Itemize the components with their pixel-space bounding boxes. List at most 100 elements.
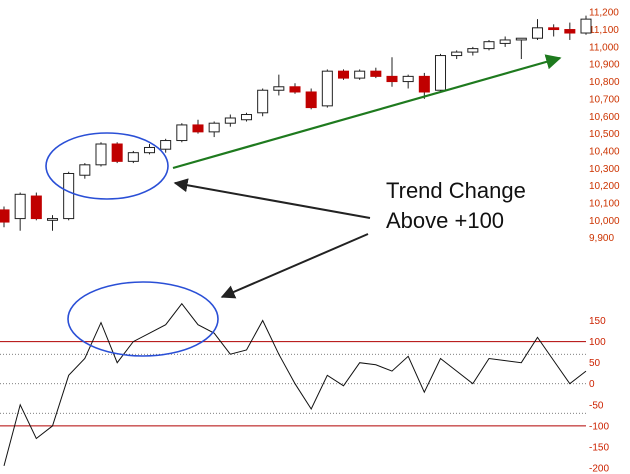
candle-body-up (143, 146, 156, 154)
candle (79, 163, 91, 179)
candle-body-down (418, 75, 430, 93)
candle-body-up (467, 48, 479, 53)
price-tick-label: 10,600 (589, 112, 620, 123)
candle (257, 88, 269, 117)
trend-arrow (172, 54, 562, 170)
candle (273, 74, 285, 96)
candle-body-up (531, 27, 544, 39)
candle (434, 53, 447, 92)
candle (305, 88, 317, 110)
candle-body-up (257, 89, 269, 114)
price-tick-label: 10,100 (589, 198, 620, 209)
candle-body-up (224, 117, 236, 124)
candle (580, 15, 592, 35)
candle-body-down (386, 75, 398, 83)
candle (176, 123, 188, 143)
callout-arrow-cci (220, 233, 369, 299)
candle-body-down (30, 195, 42, 220)
candle-body-down (305, 91, 317, 109)
annotation-line-1: Trend Change (386, 178, 526, 203)
candle (208, 121, 220, 138)
oscillator-tick-label: -200 (589, 464, 609, 474)
candle-body-up (79, 164, 91, 176)
candle (515, 37, 527, 60)
price-tick-label: 10,300 (589, 164, 620, 175)
candle (127, 150, 139, 164)
candle (30, 192, 42, 221)
candle (370, 67, 382, 79)
candle-body-up (321, 70, 333, 107)
candle (467, 46, 479, 56)
candle-body-up (63, 172, 75, 220)
candle-body-down (111, 143, 123, 162)
oscillator-axis: 150 100 50 0 -50 -100 -150 -200 (589, 316, 609, 474)
price-tick-label: 10,400 (589, 146, 620, 157)
oscillator-tick-label: -100 (589, 421, 609, 432)
candle-body-up (127, 152, 139, 162)
candle (14, 192, 26, 231)
candle (564, 22, 576, 40)
candle-body-up (176, 124, 188, 142)
oscillator-reference-lines (0, 341, 586, 427)
candle-body-up (273, 86, 285, 91)
candle-body-down (289, 86, 301, 93)
candle (289, 83, 301, 94)
candle (143, 144, 156, 155)
candle (451, 50, 463, 60)
candle (160, 138, 172, 153)
candle-body-up (499, 39, 511, 44)
candle-body-up (208, 122, 220, 133)
candle-body-down (564, 29, 576, 34)
price-tick-label: 9,900 (589, 233, 614, 244)
candle-body-up (451, 51, 463, 57)
annotation-line-2: Above +100 (386, 208, 505, 233)
candle (321, 69, 333, 108)
candle-body-up (46, 218, 59, 221)
price-axis: 11,200 11,100 11,000 10,900 10,800 10,700 10,6… (589, 8, 620, 244)
candlestick-series (0, 15, 592, 231)
candle-body-up (95, 143, 107, 166)
candle-body-up (240, 114, 253, 121)
candle (354, 69, 366, 80)
candle-body-down (548, 27, 560, 31)
candle-body-down (337, 70, 350, 79)
price-tick-label: 10,800 (589, 77, 620, 88)
annotation-text: Trend Change Above +100 (386, 176, 526, 236)
candle-body-up (354, 70, 366, 79)
candle-body-up (483, 41, 495, 50)
candle-body-down (370, 70, 382, 77)
cci-highlight-ellipse (67, 281, 219, 357)
candle (402, 74, 414, 89)
oscillator-tick-label: -150 (589, 442, 609, 453)
candle-body-down (0, 209, 10, 223)
price-tick-label: 10,700 (589, 94, 620, 105)
candle (192, 119, 204, 134)
candle (240, 112, 253, 122)
candle-body-up (160, 140, 172, 150)
cci-series (3, 302, 587, 467)
price-tick-label: 10,200 (589, 181, 620, 192)
price-tick-label: 10,500 (589, 129, 620, 140)
candle (337, 69, 350, 80)
candle (0, 206, 10, 228)
oscillator-tick-label: 50 (589, 358, 601, 369)
candle-body-down (192, 124, 204, 133)
candle (418, 72, 430, 99)
candle-body-up (402, 75, 414, 83)
oscillator-tick-label: 100 (589, 337, 606, 348)
candle (483, 39, 495, 51)
candle (386, 57, 398, 87)
candle (95, 142, 107, 167)
cci-line (3, 302, 587, 467)
candle (63, 171, 75, 221)
candle (224, 114, 236, 127)
price-highlight-ellipse (45, 132, 169, 200)
candle (499, 36, 511, 47)
candle-body-up (515, 37, 527, 41)
oscillator-tick-label: 0 (589, 379, 595, 390)
candle-body-up (580, 18, 592, 34)
callout-arrow-price (173, 178, 371, 219)
candle-body-up (434, 55, 447, 91)
price-tick-label: 10,000 (589, 216, 620, 227)
